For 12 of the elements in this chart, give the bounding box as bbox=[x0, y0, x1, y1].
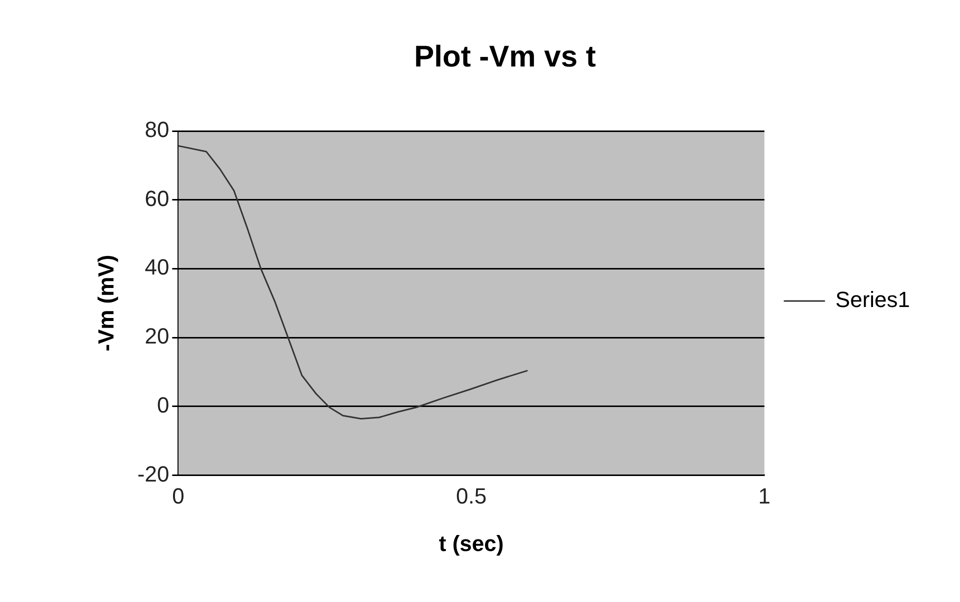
y-tick-label: 40 bbox=[144, 254, 170, 280]
y-tick-label: 20 bbox=[144, 324, 170, 349]
chart-title: Plot -Vm vs t bbox=[414, 40, 596, 74]
y-tick-label: 0 bbox=[156, 392, 170, 418]
y-tick-label: 80 bbox=[144, 117, 170, 142]
y-axis-title: -Vm (mV) bbox=[93, 254, 118, 352]
x-tick-label: 1 bbox=[758, 483, 771, 508]
legend-label: Series1 bbox=[835, 287, 910, 312]
x-axis-title: t (sec) bbox=[438, 530, 504, 556]
y-tick-label: -20 bbox=[137, 461, 170, 486]
y-tick-label: 60 bbox=[144, 186, 170, 211]
x-tick-label: 0.5 bbox=[456, 483, 487, 508]
